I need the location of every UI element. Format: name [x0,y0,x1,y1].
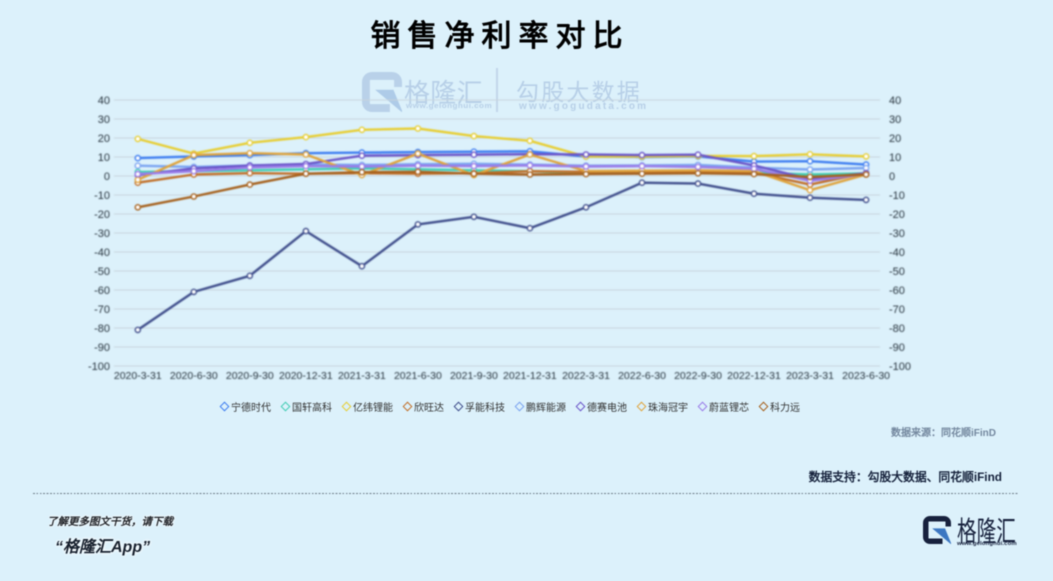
svg-text:2021-12-31: 2021-12-31 [503,370,557,382]
svg-text:-80: -80 [94,323,110,335]
svg-text:2020-3-31: 2020-3-31 [114,370,162,382]
svg-text:-70: -70 [889,304,905,316]
svg-text:-100: -100 [889,361,911,373]
svg-text:2022-3-31: 2022-3-31 [562,370,610,382]
svg-text:2023-6-30: 2023-6-30 [842,370,890,382]
svg-text:10: 10 [889,152,901,164]
svg-text:-30: -30 [889,228,905,240]
svg-text:2022-12-31: 2022-12-31 [727,370,781,382]
svg-text:-90: -90 [889,342,905,354]
svg-text:30: 30 [889,114,901,126]
svg-text:-60: -60 [889,285,905,297]
svg-text:10: 10 [98,152,110,164]
svg-text:2021-3-31: 2021-3-31 [338,370,386,382]
svg-text:-40: -40 [94,247,110,259]
svg-text:-10: -10 [889,190,905,202]
svg-text:-70: -70 [94,304,110,316]
svg-text:40: 40 [889,95,901,107]
svg-text:-20: -20 [94,209,110,221]
svg-text:-40: -40 [889,247,905,259]
svg-text:2022-9-30: 2022-9-30 [674,370,722,382]
svg-text:2021-9-30: 2021-9-30 [450,370,498,382]
svg-text:2021-6-30: 2021-6-30 [394,370,442,382]
svg-text:30: 30 [98,114,110,126]
svg-text:-50: -50 [889,266,905,278]
svg-text:-10: -10 [94,190,110,202]
svg-text:-90: -90 [94,342,110,354]
svg-text:-60: -60 [94,285,110,297]
svg-text:2022-6-30: 2022-6-30 [618,370,666,382]
svg-text:-80: -80 [889,323,905,335]
svg-text:20: 20 [98,133,110,145]
svg-text:-50: -50 [94,266,110,278]
svg-text:0: 0 [889,171,895,183]
svg-text:-20: -20 [889,209,905,221]
svg-text:-100: -100 [88,361,110,373]
svg-text:2023-3-31: 2023-3-31 [786,370,834,382]
svg-text:0: 0 [104,171,110,183]
svg-text:20: 20 [889,133,901,145]
svg-text:2020-9-30: 2020-9-30 [226,370,274,382]
svg-text:40: 40 [98,95,110,107]
svg-text:2020-6-30: 2020-6-30 [170,370,218,382]
svg-text:-30: -30 [94,228,110,240]
svg-text:2020-12-31: 2020-12-31 [279,370,333,382]
